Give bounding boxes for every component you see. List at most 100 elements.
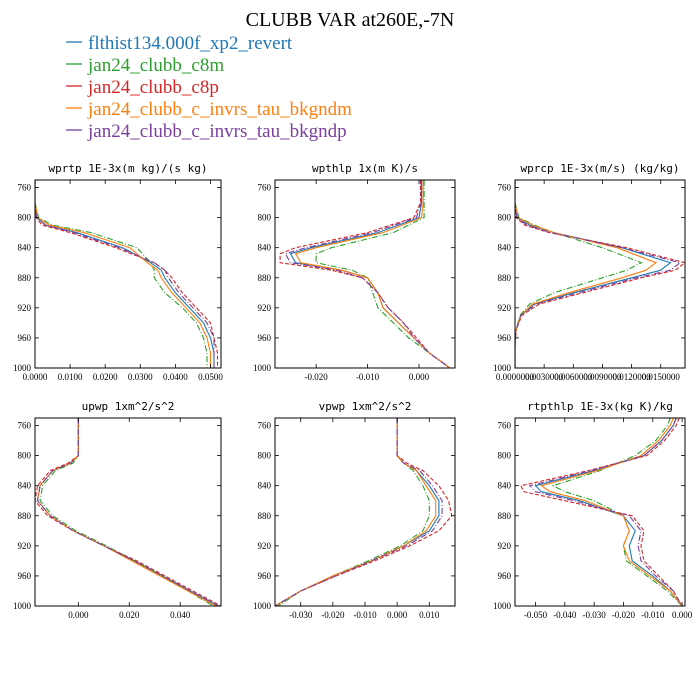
panel: wprcp 1E-3x(m/s) (kg/kg) 760 800 840 880 920 9… bbox=[493, 162, 686, 382]
y-tick-label: 800 bbox=[258, 213, 272, 223]
panels: wprtp 1E-3x(m kg)/(s kg) 760 800 840 880 920 9… bbox=[13, 162, 693, 620]
series-line bbox=[515, 180, 672, 368]
y-tick-label: 920 bbox=[498, 541, 512, 551]
y-tick-label: 1000 bbox=[253, 601, 272, 611]
panel: vpwp 1xm^2/s^2 760 800 840 880 920 960 1000 -0.0… bbox=[253, 400, 456, 620]
y-tick-label: 960 bbox=[258, 333, 272, 343]
y-tick-label: 920 bbox=[18, 541, 32, 551]
panel: wpthlp 1x(m K)/s 760 800 840 880 920 960 1000 -0… bbox=[253, 162, 456, 382]
y-tick-label: 760 bbox=[498, 183, 512, 193]
panel: upwp 1xm^2/s^2 760 800 840 880 920 960 1000 0.00… bbox=[13, 400, 222, 620]
x-tick-label: 0.0400 bbox=[163, 372, 188, 382]
y-tick-label: 960 bbox=[498, 333, 512, 343]
y-tick-label: 880 bbox=[18, 273, 32, 283]
series-line bbox=[534, 418, 683, 606]
x-tick-label: 0.020 bbox=[119, 610, 140, 620]
series-line bbox=[35, 180, 208, 368]
legend-item: jan24_clubb_c8p bbox=[66, 77, 219, 98]
plot-frame bbox=[34, 417, 222, 607]
y-tick-label: 920 bbox=[18, 303, 32, 313]
x-tick-label: -0.020 bbox=[321, 610, 345, 620]
y-tick-label: 840 bbox=[258, 481, 272, 491]
x-tick-label: -0.030 bbox=[289, 610, 313, 620]
panel-title: wpthlp 1x(m K)/s bbox=[312, 162, 418, 175]
series-line bbox=[515, 180, 643, 368]
x-tick-label: -0.010 bbox=[641, 610, 665, 620]
y-tick-label: 880 bbox=[258, 511, 272, 521]
x-tick-label: 0.000 bbox=[672, 610, 693, 620]
series-line bbox=[520, 418, 683, 606]
y-tick-label: 1000 bbox=[253, 363, 272, 373]
series-line bbox=[36, 418, 219, 606]
legend-item: jan24_clubb_c_invrs_tau_bkgndm bbox=[66, 99, 352, 120]
y-tick-label: 760 bbox=[18, 183, 32, 193]
x-tick-label: -0.030 bbox=[583, 610, 607, 620]
series-line bbox=[35, 180, 219, 368]
series-line bbox=[315, 180, 451, 368]
y-tick-label: 960 bbox=[18, 571, 32, 581]
x-tick-label: -0.020 bbox=[305, 372, 329, 382]
plot-frame bbox=[274, 179, 456, 369]
x-tick-label: 0.040 bbox=[170, 610, 191, 620]
legend-label: jan24_clubb_c_invrs_tau_bkgndm bbox=[87, 99, 352, 120]
x-tick-label: 0.0000000 bbox=[496, 372, 535, 382]
y-tick-label: 800 bbox=[18, 451, 32, 461]
legend-label: jan24_clubb_c8p bbox=[87, 77, 219, 98]
x-tick-label: 0.0120000 bbox=[612, 372, 651, 382]
legend-label: jan24_clubb_c_invrs_tau_bkgndp bbox=[87, 121, 347, 142]
x-tick-label: 0.000 bbox=[68, 610, 89, 620]
y-tick-label: 800 bbox=[498, 451, 512, 461]
series-line bbox=[35, 418, 221, 606]
series-line bbox=[36, 418, 219, 606]
x-tick-label: 0.000 bbox=[409, 372, 430, 382]
y-tick-label: 760 bbox=[258, 421, 272, 431]
series-line bbox=[275, 418, 453, 606]
y-tick-label: 760 bbox=[498, 421, 512, 431]
y-tick-label: 920 bbox=[258, 303, 272, 313]
y-tick-label: 880 bbox=[18, 511, 32, 521]
x-tick-label: 0.0030000 bbox=[525, 372, 564, 382]
y-tick-label: 1000 bbox=[13, 601, 32, 611]
series-line bbox=[284, 180, 451, 368]
plot-frame bbox=[514, 417, 686, 607]
x-tick-label: 0.0000 bbox=[23, 372, 48, 382]
panel-title: wprcp 1E-3x(m/s) (kg/kg) bbox=[521, 162, 680, 175]
y-tick-label: 1000 bbox=[493, 363, 512, 373]
x-tick-label: -0.010 bbox=[356, 372, 380, 382]
series-line bbox=[551, 418, 683, 606]
y-tick-label: 960 bbox=[18, 333, 32, 343]
series-line bbox=[540, 418, 683, 606]
x-tick-label: 0.0200 bbox=[93, 372, 118, 382]
panel: wprtp 1E-3x(m kg)/(s kg) 760 800 840 880 920 9… bbox=[13, 162, 223, 382]
legend-item: jan24_clubb_c_invrs_tau_bkgndp bbox=[66, 121, 347, 142]
y-tick-label: 880 bbox=[498, 273, 512, 283]
x-tick-label: -0.020 bbox=[612, 610, 636, 620]
legend: flthist134.000f_xp2_revertjan24_clubb_c8… bbox=[66, 33, 352, 142]
panel-title: upwp 1xm^2/s^2 bbox=[82, 400, 175, 413]
y-tick-label: 1000 bbox=[493, 601, 512, 611]
series-line bbox=[279, 180, 451, 368]
y-tick-label: 840 bbox=[18, 481, 32, 491]
panel-title: rtpthlp 1E-3x(kg K)/kg bbox=[527, 400, 673, 413]
plot-frame bbox=[274, 417, 456, 607]
x-tick-label: 0.0060000 bbox=[554, 372, 593, 382]
y-tick-label: 840 bbox=[258, 243, 272, 253]
series-line bbox=[528, 418, 683, 606]
y-tick-label: 840 bbox=[498, 481, 512, 491]
y-tick-label: 840 bbox=[18, 243, 32, 253]
y-tick-label: 800 bbox=[258, 451, 272, 461]
legend-label: jan24_clubb_c8m bbox=[87, 55, 224, 76]
y-tick-label: 920 bbox=[258, 541, 272, 551]
series-line bbox=[277, 418, 430, 606]
x-tick-label: 0.000 bbox=[387, 610, 408, 620]
legend-item: flthist134.000f_xp2_revert bbox=[66, 33, 293, 54]
panel-title: wprtp 1E-3x(m kg)/(s kg) bbox=[49, 162, 208, 175]
x-tick-label: -0.010 bbox=[353, 610, 377, 620]
y-tick-label: 840 bbox=[498, 243, 512, 253]
x-tick-label: 0.0100 bbox=[58, 372, 83, 382]
series-line bbox=[39, 418, 214, 606]
plot-frame bbox=[34, 179, 222, 369]
y-tick-label: 960 bbox=[498, 571, 512, 581]
series-line bbox=[35, 180, 215, 368]
